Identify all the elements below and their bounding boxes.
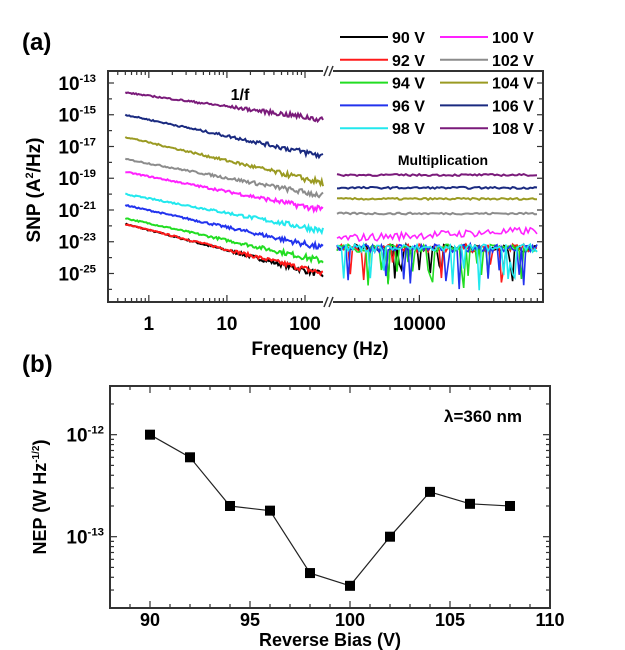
series-line-1f-102V: [124, 157, 324, 199]
nep-point-94V: [225, 500, 235, 511]
x-tick-label: 95: [240, 610, 260, 630]
legend-label: 94 V: [392, 76, 425, 93]
annotation-1-over-f: 1/f: [231, 87, 250, 104]
series-line-multiplication-106V: [337, 185, 538, 191]
nep-point-102V: [385, 531, 395, 542]
series-line-1f-106V: [124, 113, 324, 160]
y-tick-label: 10-25: [58, 263, 96, 285]
y-tick-label: 10-21: [58, 200, 96, 222]
x-tick-label: 10000: [393, 314, 446, 335]
legend-item: 92 V: [340, 53, 425, 70]
y-tick-label: 10-13: [58, 73, 96, 95]
panel-b-series: [145, 429, 515, 591]
legend-label: 106 V: [492, 98, 534, 115]
x-tick-label: 110: [535, 610, 564, 630]
y-tick-label: 10-12: [66, 425, 104, 447]
panel-b-x-axis-label: Reverse Bias (V): [259, 630, 401, 650]
panel-a-series: [124, 91, 538, 291]
legend-label: 100 V: [492, 30, 534, 47]
y-tick-label: 10-13: [66, 527, 104, 549]
legend-item: 90 V: [340, 30, 425, 47]
series-line-multiplication-98V: [336, 241, 538, 291]
axis-break-icon: [323, 296, 334, 308]
axis-break-icon: [323, 65, 334, 77]
series-line-1f-92V: [125, 223, 324, 277]
y-tick-label: 10-23: [58, 232, 96, 254]
nep-point-100V: [345, 580, 355, 591]
nep-point-104V: [425, 486, 435, 497]
legend-label: 96 V: [392, 98, 425, 115]
nep-point-90V: [145, 429, 155, 440]
x-tick-label: 100: [335, 610, 365, 630]
panel-a-x-axis-label: Frequency (Hz): [251, 339, 388, 360]
annotation-multiplication: Multiplication: [398, 152, 488, 168]
right-segment-frame: [333, 70, 544, 303]
series-line-1f-104V: [124, 136, 324, 188]
wavelength-annotation: λ=360 nm: [444, 407, 522, 426]
series-line-multiplication-102V: [336, 211, 538, 216]
legend-item: 104 V: [440, 76, 534, 93]
legend: 90 V 92 V 94 V 96 V 98 V 100 V 102 V 104 V 106 V…: [340, 30, 534, 138]
series-line-multiplication-96V: [336, 241, 538, 290]
nep-point-108V: [505, 500, 515, 511]
panel-b-axes: 90 95 100 105 110 10-12 10-13: [66, 385, 565, 630]
x-tick-label: 10: [216, 314, 237, 335]
series-line-1f-100V: [125, 171, 324, 214]
nep-line: [149, 434, 511, 587]
y-tick-label: 10-19: [58, 168, 96, 190]
legend-item: 102 V: [440, 53, 534, 70]
series-line-1f-108V: [124, 91, 324, 124]
left-segment-frame: [107, 70, 323, 303]
nep-point-96V: [265, 505, 275, 516]
series-line-multiplication-94V: [336, 242, 538, 288]
series-line-multiplication-104V: [336, 196, 538, 202]
series-line-1f-96V: [124, 204, 324, 251]
legend-label: 102 V: [492, 53, 534, 70]
panel-b-y-axis-label: NEP (W Hz-1/2): [30, 440, 50, 555]
nep-point-98V: [305, 568, 315, 579]
series-line-1f-98V: [125, 192, 324, 236]
series-line-multiplication-108V: [336, 172, 538, 177]
panel-a-axes: 10-13 10-15 10-17 10-19 10-21 10-23 10-25 1 10 10…: [58, 65, 544, 335]
x-tick-label: 90: [140, 610, 160, 630]
panel-b: (b) NEP (W Hz-1/2) Reverse Bias (V) λ=36…: [22, 351, 565, 650]
series-line-multiplication-100V: [336, 225, 538, 243]
nep-point-106V: [465, 498, 475, 509]
panel-a-y-axis-label: SNP (A2/Hz): [24, 137, 45, 242]
y-tick-label: 10-17: [58, 136, 96, 158]
series-line-1f-94V: [125, 217, 324, 265]
panel-a-label: (a): [22, 29, 51, 56]
legend-label: 104 V: [492, 76, 534, 93]
legend-label: 108 V: [492, 121, 534, 138]
legend-label: 98 V: [392, 121, 425, 138]
panel-b-label: (b): [22, 351, 53, 378]
legend-item: 100 V: [440, 30, 534, 47]
nep-point-92V: [185, 452, 195, 463]
x-tick-label: 105: [435, 610, 465, 630]
x-tick-label: 100: [289, 314, 321, 335]
x-tick-label: 1: [144, 314, 155, 335]
panel-a: (a) SNP (A2/Hz) Frequency (Hz) 1/f Multi…: [22, 29, 544, 360]
legend-item: 94 V: [340, 76, 425, 93]
legend-item: 108 V: [440, 121, 534, 138]
legend-label: 90 V: [392, 30, 425, 47]
legend-item: 106 V: [440, 98, 534, 115]
legend-item: 96 V: [340, 98, 425, 115]
legend-item: 98 V: [340, 121, 425, 138]
y-tick-label: 10-15: [58, 105, 96, 127]
legend-label: 92 V: [392, 53, 425, 70]
